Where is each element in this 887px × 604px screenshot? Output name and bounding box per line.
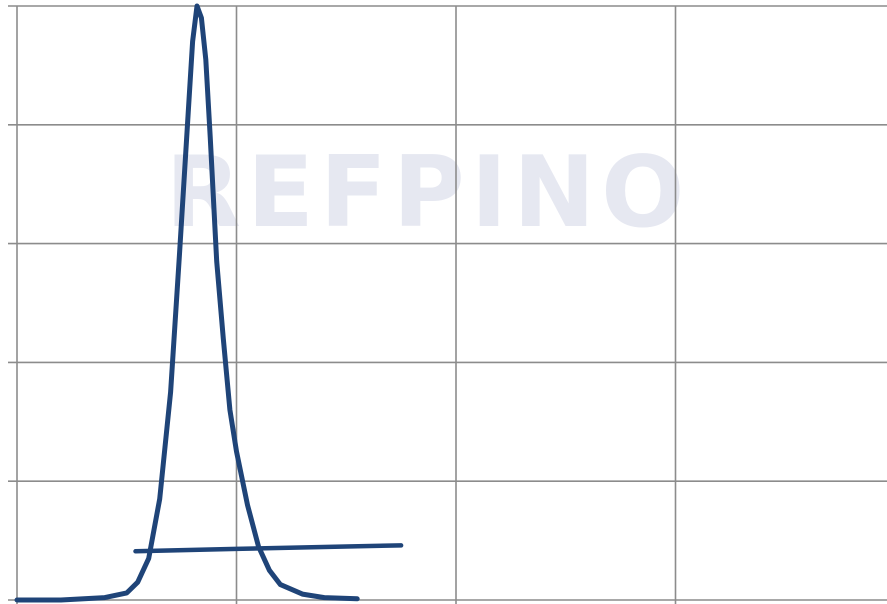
series-0	[14, 3, 360, 603]
watermark-layer: REFPINO	[166, 136, 691, 250]
grid-layer	[8, 5, 887, 604]
series-line-1	[133, 543, 404, 554]
series-line-0	[14, 3, 360, 603]
series-1	[133, 543, 404, 554]
series-layer	[14, 3, 404, 603]
watermark: REFPINO	[166, 136, 691, 250]
